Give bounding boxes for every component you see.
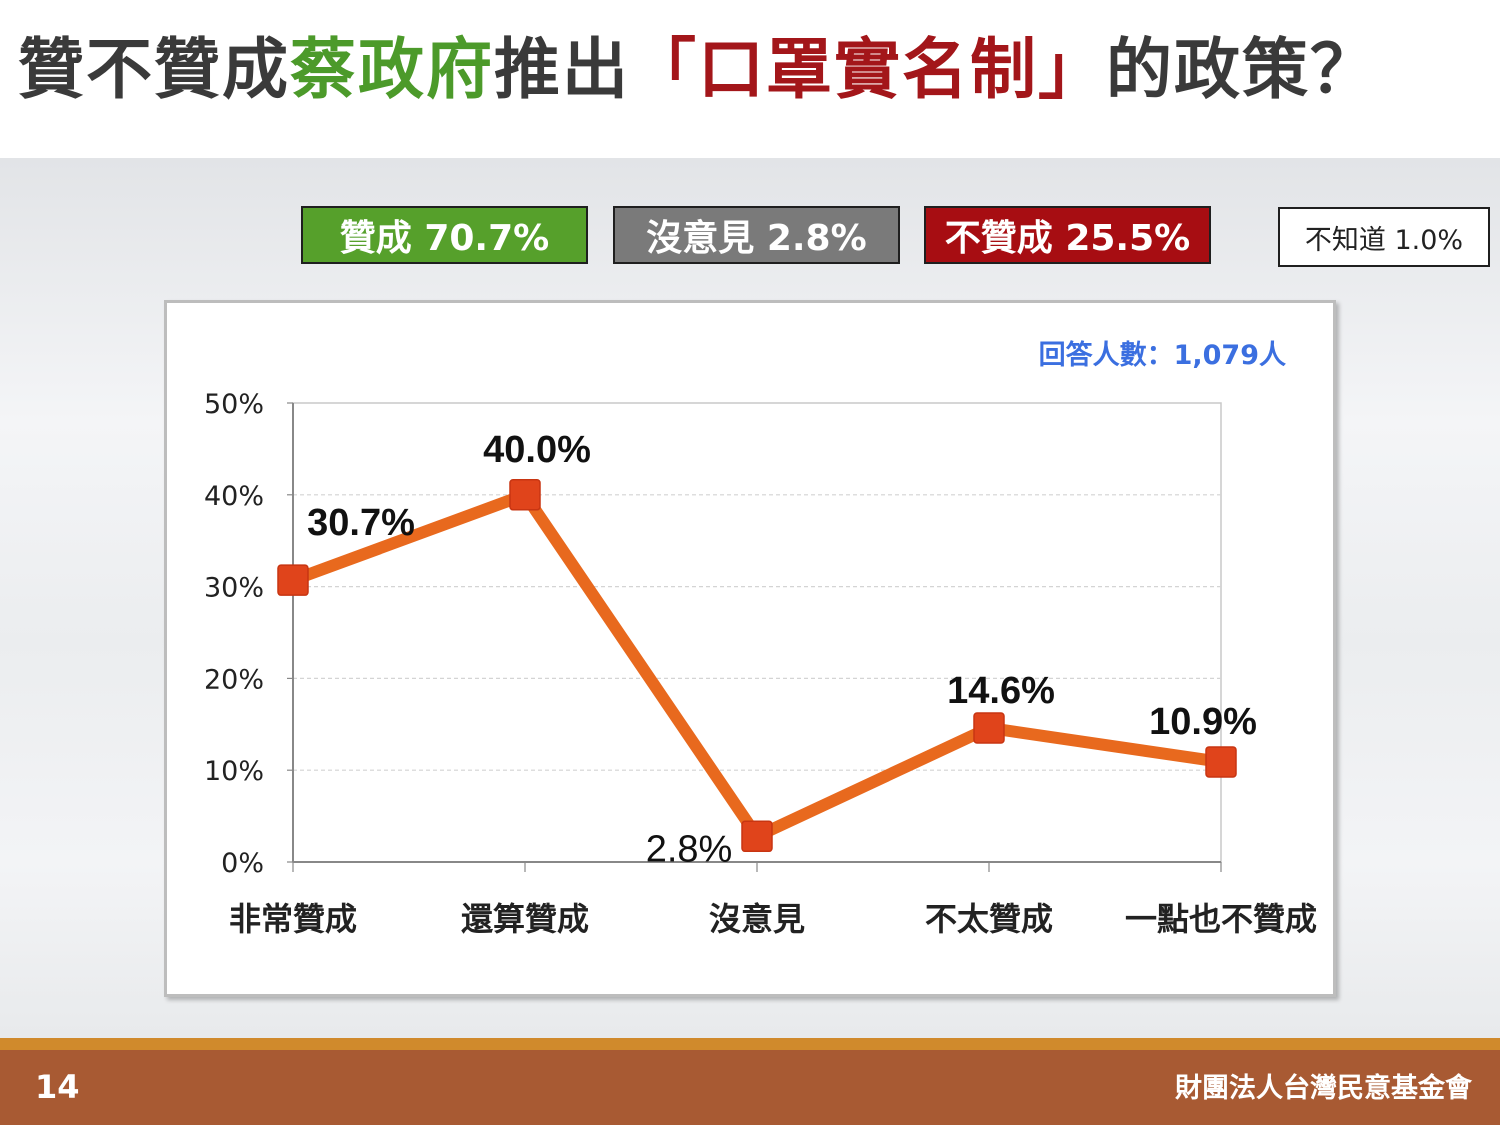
plot-area-border xyxy=(292,402,1222,863)
data-point-marker xyxy=(277,564,309,596)
title-bar: 贊不贊成蔡政府推出「口罩實名制」的政策？ xyxy=(0,0,1500,158)
page-number: 14 xyxy=(35,1068,80,1106)
y-tick-label: 10% xyxy=(204,756,264,787)
unknown-summary-badge: 不知道 1.0% xyxy=(1278,207,1490,267)
footer-accent-line xyxy=(0,1038,1500,1050)
data-point-marker xyxy=(509,479,541,511)
data-point-marker xyxy=(741,820,773,853)
title-part-5: 的政策？ xyxy=(1106,31,1378,108)
respondent-count-note: 回答人數：1,079人 xyxy=(1039,339,1286,371)
x-category-label: 沒意見 xyxy=(709,900,805,938)
data-point-marker xyxy=(1205,746,1237,778)
title-part-4: 「口罩實名制」 xyxy=(630,31,1106,108)
x-category-label: 非常贊成 xyxy=(229,900,357,938)
footer-bar xyxy=(0,1050,1500,1125)
data-label: 10.9% xyxy=(1149,701,1257,743)
x-category-label: 一點也不贊成 xyxy=(1125,900,1317,938)
oppose-summary-badge: 不贊成 25.5% xyxy=(924,206,1211,264)
approve-summary-badge: 贊成 70.7% xyxy=(301,206,588,264)
x-category-label: 還算贊成 xyxy=(461,900,589,938)
data-label: 2.8% xyxy=(646,828,733,870)
page-title: 贊不贊成蔡政府推出「口罩實名制」的政策？ xyxy=(18,30,1378,109)
y-tick-label: 30% xyxy=(204,573,264,604)
data-label: 40.0% xyxy=(483,429,591,471)
y-tick-label: 40% xyxy=(204,481,264,512)
y-tick-label: 20% xyxy=(204,664,264,695)
title-part-1: 贊不贊成 xyxy=(18,31,290,108)
x-category-label: 不太贊成 xyxy=(925,900,1053,938)
neutral-summary-badge: 沒意見 2.8% xyxy=(613,206,900,264)
title-part-2: 蔡政府 xyxy=(290,31,494,108)
y-tick-label: 50% xyxy=(204,389,264,420)
y-tick-label: 0% xyxy=(221,848,264,879)
data-label: 30.7% xyxy=(307,502,415,544)
title-part-3: 推出 xyxy=(494,31,630,108)
series-line xyxy=(290,487,1222,844)
chart-frame xyxy=(164,300,1336,997)
data-point-marker xyxy=(973,712,1005,744)
data-label: 14.6% xyxy=(947,670,1055,712)
organization-name: 財團法人台灣民意基金會 xyxy=(1175,1073,1472,1104)
